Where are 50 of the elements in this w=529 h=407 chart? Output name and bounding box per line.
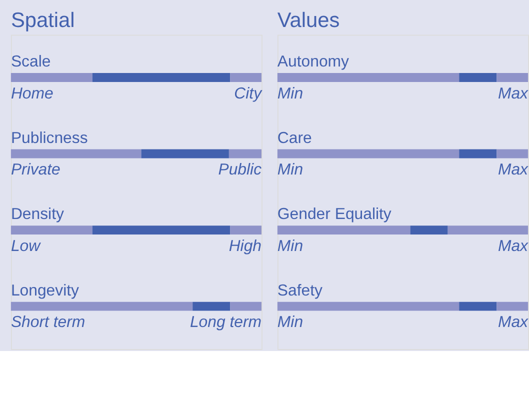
annotation: High bbox=[228, 238, 262, 255]
bar bbox=[92, 226, 230, 235]
bar bbox=[141, 149, 229, 158]
bar bbox=[10, 149, 142, 158]
annotation: Min bbox=[277, 238, 304, 255]
bar bbox=[496, 149, 528, 158]
bar bbox=[459, 302, 497, 311]
bar bbox=[459, 149, 497, 158]
y-tick-label: Scale bbox=[10, 54, 51, 71]
y-tick-label: Publicness bbox=[10, 130, 88, 147]
bar bbox=[10, 73, 92, 82]
bar bbox=[230, 73, 262, 82]
bar bbox=[496, 73, 528, 82]
bar bbox=[496, 302, 528, 311]
y-tick-label: Gender Equality bbox=[277, 206, 392, 224]
bar bbox=[448, 226, 528, 235]
annotation: Short term bbox=[10, 314, 86, 332]
y-tick-label: Safety bbox=[277, 282, 323, 300]
bar bbox=[228, 149, 262, 158]
annotation: Long term bbox=[190, 314, 262, 332]
annotation: Min bbox=[277, 162, 304, 179]
bar bbox=[277, 73, 460, 82]
annotation: Public bbox=[218, 162, 262, 179]
annotation: Min bbox=[277, 314, 304, 332]
bar bbox=[277, 226, 410, 235]
bar bbox=[277, 302, 460, 311]
y-tick-label: Density bbox=[10, 206, 64, 224]
y-tick-label: Autonomy bbox=[277, 54, 350, 71]
annotation: Max bbox=[498, 85, 529, 102]
annotation: Max bbox=[498, 238, 529, 255]
bar bbox=[277, 149, 460, 158]
bar bbox=[10, 302, 193, 311]
chart-title: Values bbox=[277, 8, 340, 32]
bar bbox=[410, 226, 448, 235]
annotation: City bbox=[234, 85, 263, 102]
y-tick-label: Care bbox=[277, 130, 312, 147]
annotation: Max bbox=[498, 162, 529, 179]
annotation: Min bbox=[277, 85, 304, 102]
y-tick-label: Longevity bbox=[10, 282, 80, 300]
annotation: Low bbox=[10, 238, 42, 255]
bar bbox=[10, 226, 92, 235]
bar bbox=[230, 302, 262, 311]
bar bbox=[92, 73, 230, 82]
chart-title: Spatial bbox=[10, 8, 75, 32]
annotation: Private bbox=[10, 162, 61, 179]
bar bbox=[230, 226, 262, 235]
annotation: Max bbox=[498, 314, 529, 332]
bar bbox=[459, 73, 497, 82]
bar bbox=[192, 302, 230, 311]
annotation: Home bbox=[10, 85, 54, 102]
